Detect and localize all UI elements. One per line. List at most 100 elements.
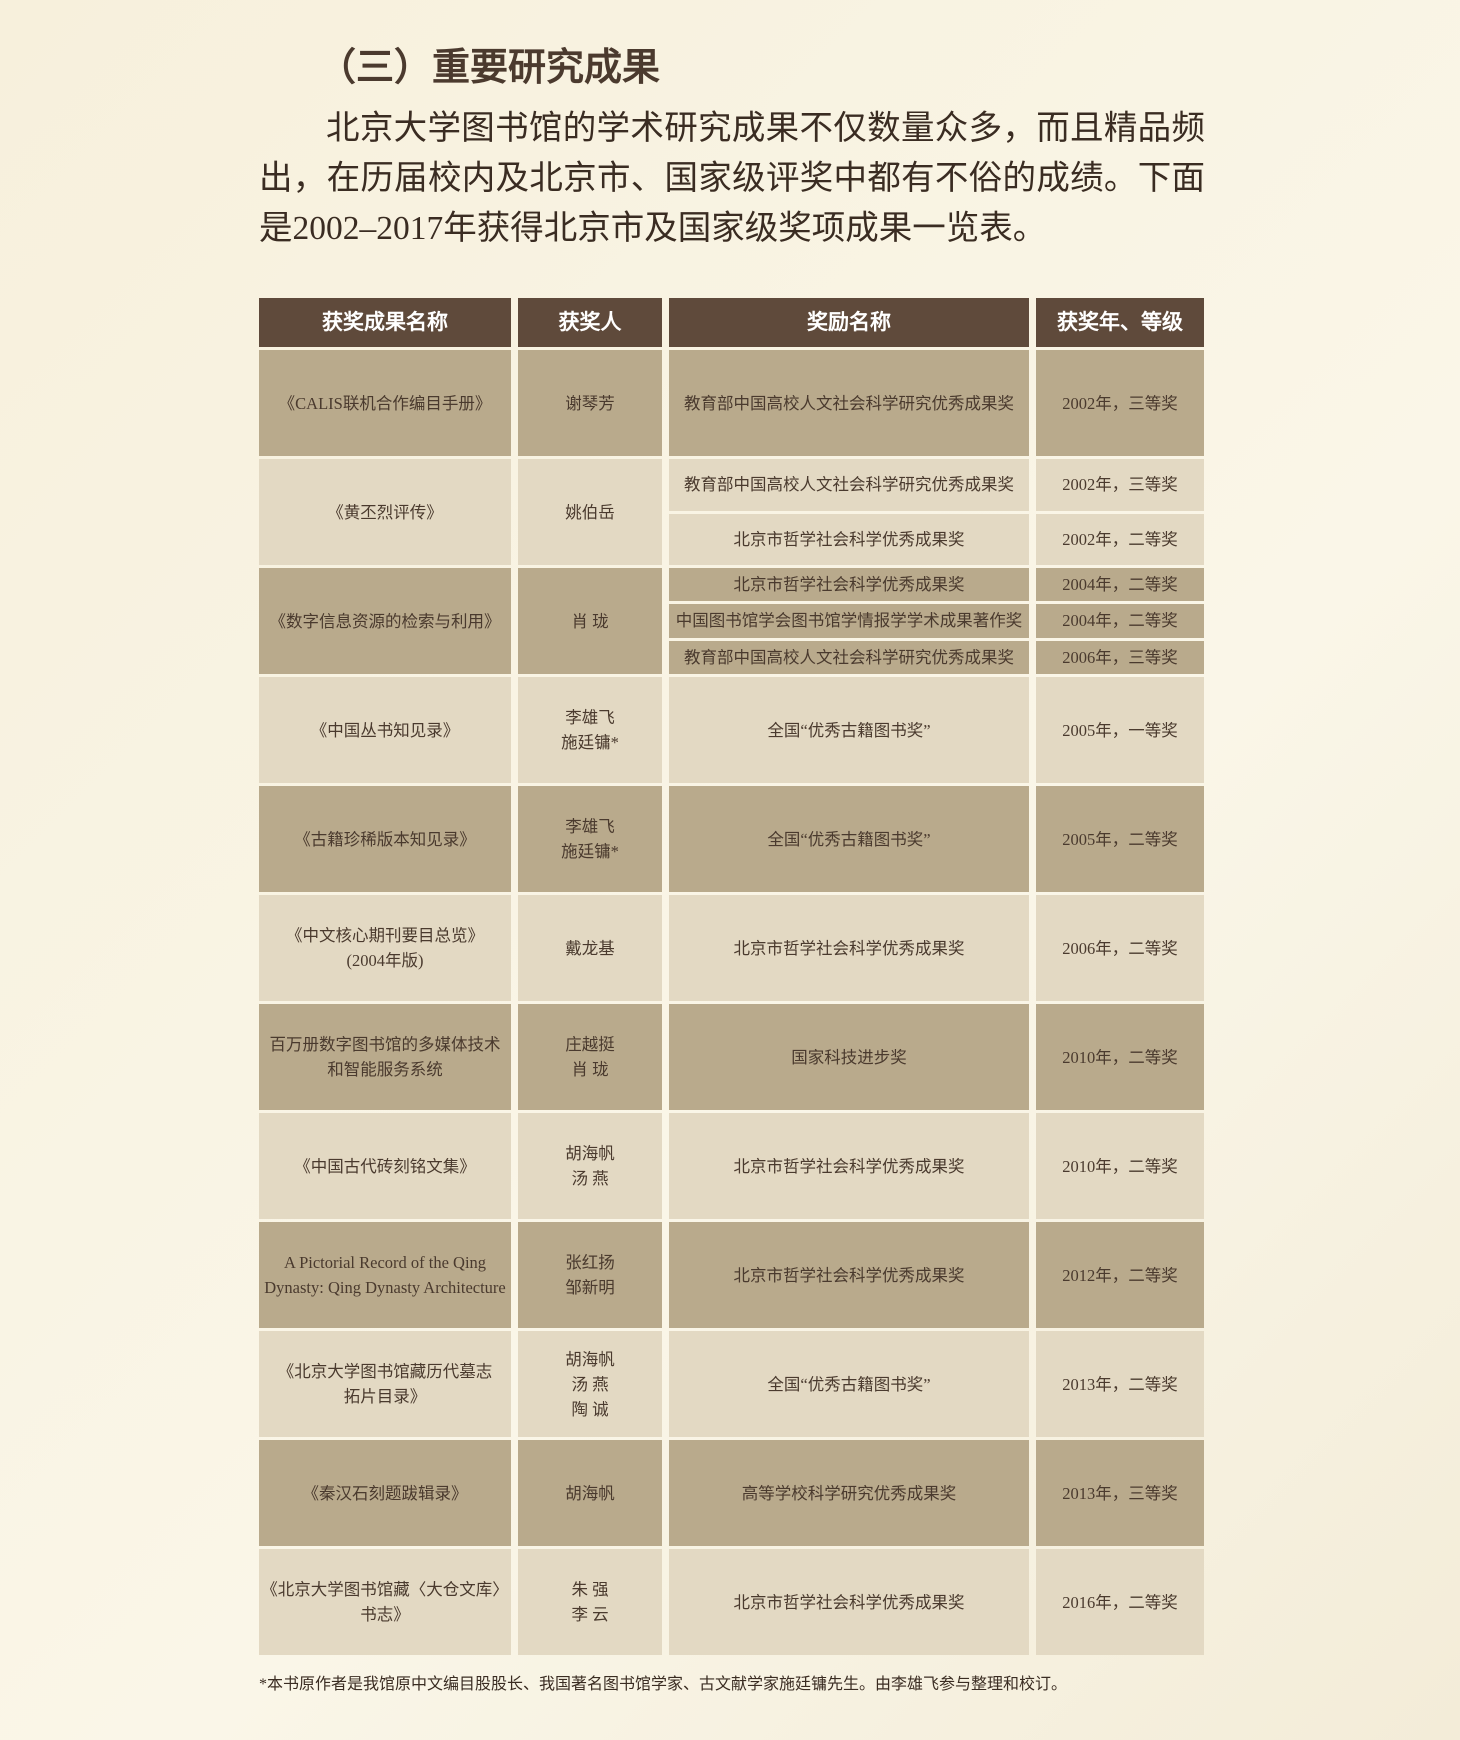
- award-name: 北京市哲学社会科学优秀成果奖: [733, 1592, 965, 1612]
- year-cell: 2005年，一等奖: [1036, 677, 1204, 783]
- people-cell: 胡海帆汤 燕: [518, 1113, 662, 1219]
- people-cell: 朱 强李 云: [518, 1549, 662, 1655]
- award-name: 北京市哲学社会科学优秀成果奖: [733, 575, 965, 595]
- award-cell: 教育部中国高校人文社会科学研究优秀成果奖: [669, 350, 1029, 456]
- person-name: 姚伯岳: [565, 502, 615, 522]
- award-name: 中国图书馆学会图书馆学情报学学术成果著作奖: [675, 611, 1023, 631]
- award-cell: 北京市哲学社会科学优秀成果奖: [669, 1222, 1029, 1328]
- title-line: 《黄丕烈评传》: [327, 502, 443, 522]
- award-name: 教育部中国高校人文社会科学研究优秀成果奖: [684, 475, 1014, 495]
- award-name: 教育部中国高校人文社会科学研究优秀成果奖: [684, 393, 1014, 413]
- person-name: 李雄飞: [565, 708, 615, 727]
- person-name: 胡海帆: [565, 1483, 615, 1503]
- title-line: 《数字信息资源的检索与利用》: [269, 611, 501, 631]
- title-line: 百万册数字图书馆的多媒体技术: [269, 1035, 501, 1054]
- award-year: 2016年，二等奖: [1062, 1592, 1178, 1612]
- award-year: 2006年，二等奖: [1062, 938, 1178, 958]
- award-name: 全国“优秀古籍图书奖”: [767, 720, 931, 740]
- person-name: 胡海帆: [565, 1349, 615, 1369]
- award-cell: 高等学校科学研究优秀成果奖: [669, 1440, 1029, 1546]
- year-cell: 2012年，二等奖: [1036, 1222, 1204, 1328]
- people-cell: 肖 珑: [518, 568, 662, 674]
- title-cell: 《数字信息资源的检索与利用》: [259, 568, 511, 674]
- header-text: 获奖成果名称: [322, 310, 448, 334]
- person-name: 施廷镛*: [561, 733, 619, 752]
- title-cell: 《中文核心期刊要目总览》 (2004年版): [259, 895, 511, 1001]
- award-year: 2012年，二等奖: [1062, 1265, 1178, 1285]
- year-cell: 2006年，二等奖: [1036, 895, 1204, 1001]
- award-cell: 全国“优秀古籍图书奖”: [669, 677, 1029, 783]
- title-line: 《北京大学图书馆藏〈大仓文库〉: [261, 1580, 509, 1599]
- award-cell: 北京市哲学社会科学优秀成果奖: [669, 513, 1029, 565]
- award-cell: 中国图书馆学会图书馆学情报学学术成果著作奖: [669, 604, 1029, 638]
- award-year: 2006年，三等奖: [1062, 647, 1178, 667]
- award-cell: 全国“优秀古籍图书奖”: [669, 1331, 1029, 1437]
- title-cell: 《北京大学图书馆藏历代墓志 拓片目录》: [259, 1331, 511, 1437]
- people-cell: 李雄飞 施廷镛*: [518, 786, 662, 892]
- award-year: 2005年，一等奖: [1062, 720, 1178, 740]
- person-name: 汤 燕: [571, 1169, 609, 1188]
- year-cell: 2002年，三等奖: [1036, 459, 1204, 511]
- title-cell: 《中国古代砖刻铭文集》: [259, 1113, 511, 1219]
- year-cell: 2010年，二等奖: [1036, 1113, 1204, 1219]
- award-cell: 北京市哲学社会科学优秀成果奖: [669, 1549, 1029, 1655]
- person-name: 肖 珑: [571, 1060, 609, 1079]
- people-cell: 张红扬 邹新明: [518, 1222, 662, 1328]
- title-line: A Pictorial Record of the Qing: [283, 1253, 487, 1272]
- award-cell: 教育部中国高校人文社会科学研究优秀成果奖: [669, 459, 1029, 511]
- title-line: 《中文核心期刊要目总览》: [286, 926, 484, 945]
- column-header: 奖励名称: [669, 298, 1029, 347]
- people-cell: 戴龙基: [518, 895, 662, 1001]
- footnote: *本书原作者是我馆原中文编目股股长、我国著名图书馆学家、古文献学家施廷镛先生。由…: [259, 1676, 1068, 1693]
- award-year: 2013年，三等奖: [1062, 1483, 1178, 1503]
- person-name: 肖 珑: [571, 611, 609, 631]
- award-cell: 北京市哲学社会科学优秀成果奖: [669, 568, 1029, 602]
- person-name: 陶 诚: [571, 1399, 609, 1419]
- year-cell: 2004年，二等奖: [1036, 568, 1204, 602]
- award-year: 2013年，二等奖: [1062, 1374, 1178, 1394]
- person-name: 邹新明: [565, 1278, 615, 1297]
- header-text: 获奖年、等级: [1057, 310, 1183, 334]
- award-year: 2010年，二等奖: [1062, 1156, 1178, 1176]
- year-cell: 2004年，二等奖: [1036, 604, 1204, 638]
- award-year: 2004年，二等奖: [1062, 611, 1178, 631]
- title-cell: 《黄丕烈评传》: [259, 459, 511, 565]
- title-line: 《古籍珍稀版本知见录》: [294, 829, 476, 849]
- person-name: 汤 燕: [571, 1374, 609, 1394]
- person-name: 张红扬: [565, 1253, 615, 1272]
- title-line: 《秦汉石刻题跋辑录》: [302, 1483, 468, 1503]
- award-name: 北京市哲学社会科学优秀成果奖: [733, 938, 965, 958]
- people-cell: 谢琴芳: [518, 350, 662, 456]
- title-cell: 《秦汉石刻题跋辑录》: [259, 1440, 511, 1546]
- header-text: 奖励名称: [807, 310, 891, 334]
- people-cell: 李雄飞施廷镛*: [518, 677, 662, 783]
- title-cell: 《古籍珍稀版本知见录》: [259, 786, 511, 892]
- year-cell: 2002年，三等奖: [1036, 350, 1204, 456]
- title-line: Dynasty: Qing Dynasty Architecture: [264, 1278, 506, 1297]
- year-cell: 2013年，三等奖: [1036, 1440, 1204, 1546]
- year-cell: 2005年，二等奖: [1036, 786, 1204, 892]
- award-cell: 国家科技进步奖: [669, 1004, 1029, 1110]
- award-name: 高等学校科学研究优秀成果奖: [741, 1483, 957, 1503]
- title-cell: 百万册数字图书馆的多媒体技术 和智能服务系统: [259, 1004, 511, 1110]
- award-cell: 全国“优秀古籍图书奖”: [669, 786, 1029, 892]
- person-name: 戴龙基: [565, 938, 615, 958]
- title-cell: A Pictorial Record of the Qing Dynasty: Q…: [259, 1222, 511, 1328]
- people-cell: 胡海帆汤 燕陶 诚: [518, 1331, 662, 1437]
- award-name: 北京市哲学社会科学优秀成果奖: [733, 1156, 965, 1176]
- title-line: 书志》: [360, 1605, 410, 1624]
- year-cell: 2013年，二等奖: [1036, 1331, 1204, 1437]
- year-cell: 2002年，二等奖: [1036, 513, 1204, 565]
- award-year: 2010年，二等奖: [1062, 1047, 1178, 1067]
- title-cell: 《中国丛书知见录》: [259, 677, 511, 783]
- award-name: 全国“优秀古籍图书奖”: [767, 829, 931, 849]
- title-cell: 《北京大学图书馆藏〈大仓文库〉 书志》: [259, 1549, 511, 1655]
- award-name: 北京市哲学社会科学优秀成果奖: [733, 529, 965, 549]
- award-year: 2002年，三等奖: [1062, 393, 1178, 413]
- award-year: 2004年，二等奖: [1062, 575, 1178, 595]
- title-line: 《CALIS联机合作编目手册》: [278, 393, 492, 413]
- award-cell: 北京市哲学社会科学优秀成果奖: [669, 1113, 1029, 1219]
- people-cell: 胡海帆: [518, 1440, 662, 1546]
- award-year: 2002年，三等奖: [1062, 475, 1178, 495]
